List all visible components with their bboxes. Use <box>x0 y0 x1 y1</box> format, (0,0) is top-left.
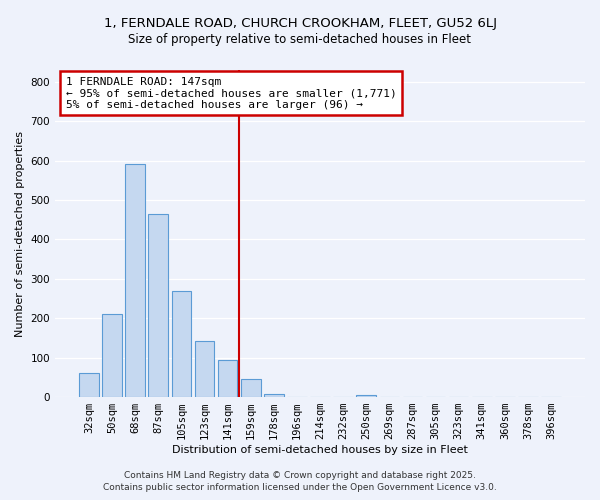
Text: Size of property relative to semi-detached houses in Fleet: Size of property relative to semi-detach… <box>128 32 472 46</box>
Bar <box>241 378 260 397</box>
Bar <box>148 214 168 397</box>
Bar <box>356 395 376 397</box>
Bar <box>218 360 238 397</box>
Text: 1 FERNDALE ROAD: 147sqm
← 95% of semi-detached houses are smaller (1,771)
5% of : 1 FERNDALE ROAD: 147sqm ← 95% of semi-de… <box>65 76 397 110</box>
X-axis label: Distribution of semi-detached houses by size in Fleet: Distribution of semi-detached houses by … <box>172 445 468 455</box>
Bar <box>125 164 145 397</box>
Bar <box>79 374 99 397</box>
Text: Contains HM Land Registry data © Crown copyright and database right 2025.
Contai: Contains HM Land Registry data © Crown c… <box>103 471 497 492</box>
Text: 1, FERNDALE ROAD, CHURCH CROOKHAM, FLEET, GU52 6LJ: 1, FERNDALE ROAD, CHURCH CROOKHAM, FLEET… <box>104 18 497 30</box>
Y-axis label: Number of semi-detached properties: Number of semi-detached properties <box>15 130 25 336</box>
Bar <box>194 340 214 397</box>
Bar <box>172 290 191 397</box>
Bar <box>102 314 122 397</box>
Bar <box>264 394 284 397</box>
